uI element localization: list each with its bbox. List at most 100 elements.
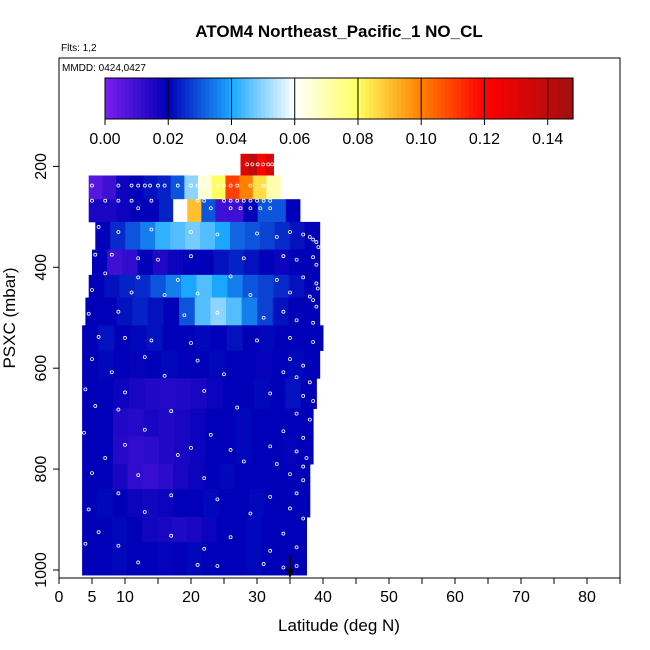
heatmap-cell: [191, 378, 208, 409]
sample-point: [266, 162, 271, 167]
heatmap-cell: [173, 464, 189, 490]
sample-point: [156, 183, 160, 188]
sample-point: [169, 533, 174, 538]
sample-point: [93, 404, 98, 408]
heatmap-cell: [225, 175, 240, 200]
heatmap-cell: [157, 175, 172, 200]
heatmap-cell: [216, 542, 233, 576]
heatmap-cell: [107, 249, 123, 276]
sample-point: [142, 355, 147, 360]
colorbar-swatch: [105, 78, 110, 119]
heatmap-cell: [97, 489, 113, 518]
colorbar-swatch: [505, 78, 510, 119]
colorbar-swatch: [549, 78, 554, 119]
x-tick-label: 5: [88, 589, 97, 606]
heatmap-cell: [261, 542, 278, 576]
heatmap-cell: [285, 199, 301, 223]
heatmap-cell: [155, 221, 171, 251]
sample-point: [307, 380, 312, 385]
heatmap-cell: [152, 249, 169, 276]
sample-point: [222, 183, 226, 188]
sample-point: [255, 231, 259, 236]
sample-point: [195, 358, 200, 363]
heatmap-cell: [210, 325, 228, 351]
sample-point: [103, 198, 108, 203]
heatmap-cell: [218, 489, 235, 518]
heatmap-cell: [240, 153, 250, 176]
sample-point: [90, 357, 94, 362]
sample-point: [288, 290, 292, 295]
colorbar-swatch: [301, 78, 306, 119]
colorbar-swatch: [113, 78, 118, 119]
sample-point: [136, 206, 141, 211]
sample-point: [261, 183, 266, 188]
colorbar-swatch: [285, 78, 290, 119]
date-annotation: MMDD: 0424,0427: [62, 63, 146, 74]
heatmap-cell: [261, 517, 278, 543]
sample-point: [311, 255, 316, 260]
heatmap-cell: [194, 325, 212, 351]
heatmap-cell: [82, 464, 98, 490]
colorbar-swatch: [565, 78, 570, 119]
chart-title: ATOM4 Northeast_Pacific_1 NO_CL: [195, 22, 483, 41]
sample-point: [261, 198, 266, 203]
heatmap-cell: [189, 436, 206, 465]
sample-point: [109, 370, 114, 375]
colorbar-swatch: [373, 78, 378, 119]
heatmap-cell: [228, 249, 245, 276]
heatmap-cell: [288, 297, 305, 326]
colorbar-swatch: [221, 78, 226, 119]
heatmap-cell: [125, 221, 141, 251]
heatmap-cell: [229, 221, 246, 251]
heatmap-cell: [129, 350, 146, 379]
sample-point: [307, 417, 312, 422]
colorbar-swatch: [417, 78, 422, 119]
colorbar-swatch: [449, 78, 454, 119]
sample-point: [116, 230, 121, 234]
heatmap-cell: [258, 249, 275, 276]
heatmap-cell: [238, 378, 255, 409]
sample-point: [281, 565, 286, 570]
sample-point: [96, 225, 101, 229]
sample-point: [248, 198, 253, 203]
colorbar-tick-label: 0.12: [469, 131, 500, 148]
sample-point: [268, 548, 273, 553]
heatmap-cell: [112, 517, 128, 543]
sample-point: [294, 564, 299, 568]
sample-point: [116, 309, 121, 314]
colorbar-tick-label: 0.14: [532, 131, 563, 148]
sample-point: [215, 497, 220, 502]
heatmap-cell: [276, 542, 293, 576]
sample-point: [245, 162, 250, 167]
sample-point: [189, 446, 193, 450]
colorbar-swatch: [293, 78, 298, 119]
sample-point: [301, 435, 306, 440]
colorbar-swatch: [341, 78, 346, 119]
heatmap-cell: [271, 199, 287, 223]
sample-point: [281, 429, 286, 434]
heatmap-cell: [140, 221, 156, 251]
heatmap-cell: [116, 297, 133, 326]
sample-point: [129, 183, 134, 188]
colorbar-swatch: [365, 78, 370, 119]
colorbar-swatch: [353, 78, 358, 119]
heatmap-cell: [257, 297, 274, 326]
sample-point: [116, 407, 121, 412]
colorbar-tick-label: 0.02: [153, 131, 184, 148]
sample-point: [86, 507, 91, 512]
heatmap-cell: [143, 408, 160, 437]
sample-point: [270, 162, 275, 167]
colorbar-swatch: [277, 78, 282, 119]
colorbar-swatch: [389, 78, 394, 119]
colorbar-swatch: [309, 78, 314, 119]
sample-points: [82, 162, 321, 570]
sample-point: [261, 315, 266, 320]
colorbar-swatch: [313, 78, 318, 119]
heatmap-cell: [289, 221, 306, 251]
x-tick-label: 0: [55, 589, 64, 606]
sample-point: [103, 271, 108, 276]
heatmap-cell: [216, 517, 233, 543]
heatmap-cell: [171, 517, 188, 543]
heatmap-cell: [88, 199, 104, 223]
colorbar-swatch: [169, 78, 174, 119]
